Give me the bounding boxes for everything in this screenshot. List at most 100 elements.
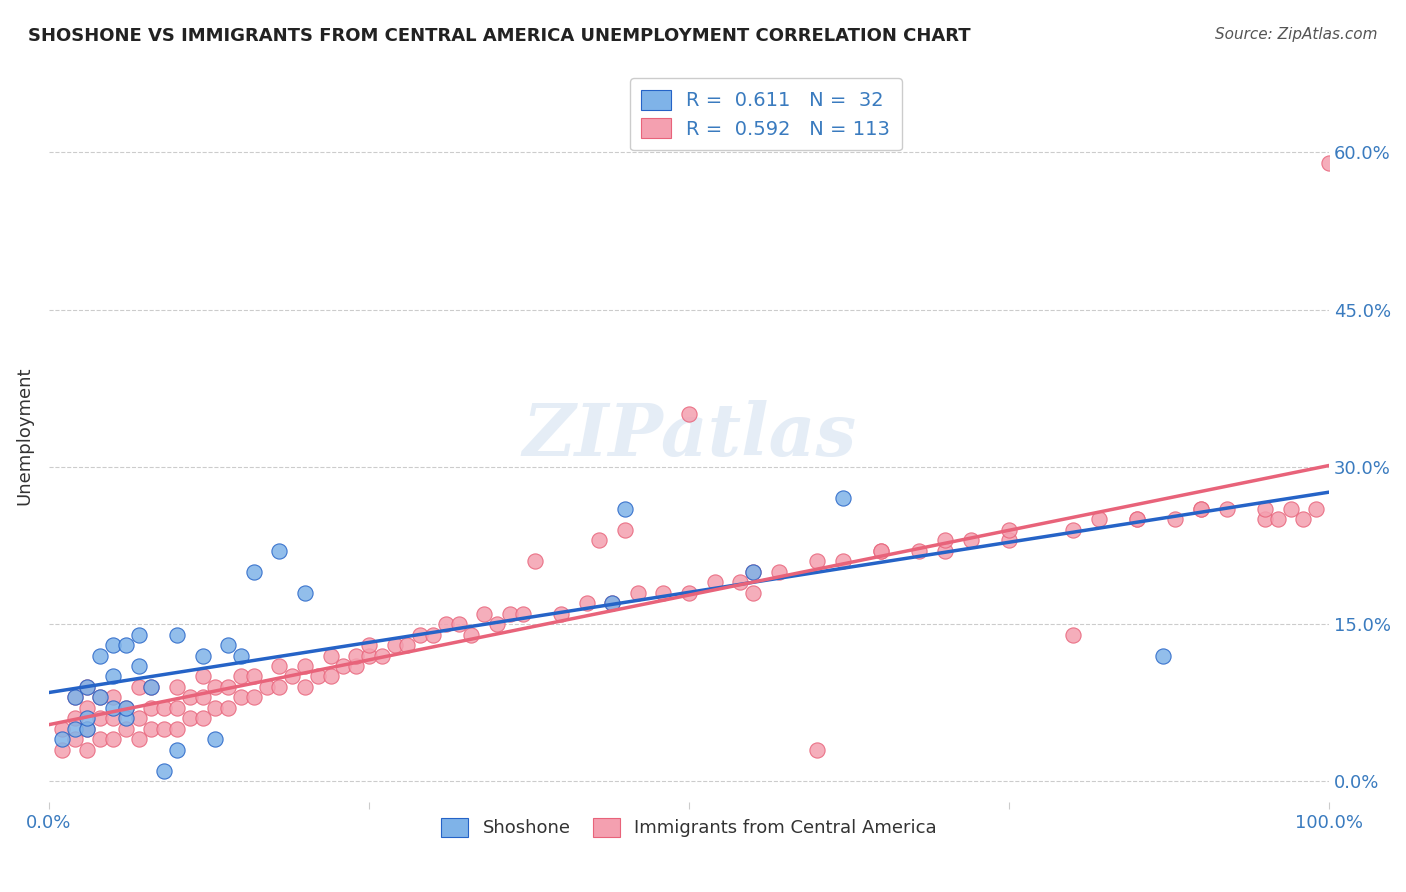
Point bbox=[114, 638, 136, 652]
Point bbox=[678, 585, 700, 599]
Point bbox=[472, 607, 495, 621]
Point bbox=[512, 607, 534, 621]
Point bbox=[217, 701, 239, 715]
Point bbox=[76, 722, 98, 736]
Point bbox=[742, 565, 765, 579]
Point bbox=[281, 669, 304, 683]
Point bbox=[627, 585, 650, 599]
Point bbox=[242, 565, 264, 579]
Point bbox=[89, 690, 111, 705]
Point bbox=[1152, 648, 1174, 663]
Point bbox=[63, 690, 86, 705]
Point bbox=[101, 732, 124, 747]
Point bbox=[742, 565, 765, 579]
Point bbox=[524, 554, 547, 568]
Point bbox=[703, 575, 725, 590]
Point bbox=[742, 585, 765, 599]
Point bbox=[600, 596, 623, 610]
Point bbox=[384, 638, 406, 652]
Point bbox=[76, 743, 98, 757]
Point bbox=[51, 722, 73, 736]
Point bbox=[332, 659, 354, 673]
Point bbox=[485, 617, 508, 632]
Point bbox=[1189, 501, 1212, 516]
Point bbox=[434, 617, 457, 632]
Point bbox=[191, 711, 214, 725]
Point bbox=[934, 533, 956, 548]
Point bbox=[307, 669, 329, 683]
Point bbox=[141, 722, 163, 736]
Point bbox=[998, 523, 1021, 537]
Point bbox=[1305, 501, 1327, 516]
Point bbox=[728, 575, 751, 590]
Point bbox=[294, 680, 316, 694]
Point bbox=[166, 701, 188, 715]
Point bbox=[319, 648, 342, 663]
Point bbox=[191, 669, 214, 683]
Point bbox=[191, 690, 214, 705]
Point bbox=[89, 690, 111, 705]
Point bbox=[998, 533, 1021, 548]
Point bbox=[76, 711, 98, 725]
Point bbox=[1126, 512, 1149, 526]
Point bbox=[806, 743, 828, 757]
Point bbox=[1279, 501, 1302, 516]
Point bbox=[141, 680, 163, 694]
Point bbox=[166, 627, 188, 641]
Point bbox=[128, 711, 150, 725]
Point bbox=[101, 690, 124, 705]
Point bbox=[344, 648, 367, 663]
Y-axis label: Unemployment: Unemployment bbox=[15, 366, 32, 505]
Point bbox=[1087, 512, 1109, 526]
Point bbox=[422, 627, 444, 641]
Text: ZIPatlas: ZIPatlas bbox=[522, 400, 856, 471]
Point bbox=[294, 659, 316, 673]
Point bbox=[128, 659, 150, 673]
Point bbox=[1126, 512, 1149, 526]
Point bbox=[191, 648, 214, 663]
Point bbox=[101, 701, 124, 715]
Point bbox=[114, 701, 136, 715]
Point bbox=[344, 659, 367, 673]
Point bbox=[460, 627, 482, 641]
Point bbox=[153, 701, 176, 715]
Point bbox=[114, 701, 136, 715]
Point bbox=[63, 711, 86, 725]
Point bbox=[76, 701, 98, 715]
Point bbox=[166, 743, 188, 757]
Point bbox=[63, 732, 86, 747]
Point bbox=[806, 554, 828, 568]
Point bbox=[153, 722, 176, 736]
Point bbox=[396, 638, 419, 652]
Text: Source: ZipAtlas.com: Source: ZipAtlas.com bbox=[1215, 27, 1378, 42]
Point bbox=[179, 690, 201, 705]
Point bbox=[1062, 523, 1084, 537]
Point bbox=[1317, 156, 1340, 170]
Point bbox=[89, 648, 111, 663]
Point bbox=[89, 711, 111, 725]
Point bbox=[357, 638, 380, 652]
Legend: Shoshone, Immigrants from Central America: Shoshone, Immigrants from Central Americ… bbox=[434, 811, 943, 845]
Point bbox=[128, 732, 150, 747]
Point bbox=[678, 408, 700, 422]
Point bbox=[269, 680, 291, 694]
Point bbox=[242, 690, 264, 705]
Point bbox=[101, 711, 124, 725]
Point bbox=[141, 680, 163, 694]
Point bbox=[51, 732, 73, 747]
Point bbox=[294, 585, 316, 599]
Point bbox=[204, 680, 226, 694]
Point bbox=[934, 543, 956, 558]
Point bbox=[229, 690, 252, 705]
Point bbox=[166, 680, 188, 694]
Point bbox=[371, 648, 394, 663]
Point bbox=[63, 690, 86, 705]
Point bbox=[614, 523, 637, 537]
Point bbox=[229, 669, 252, 683]
Text: SHOSHONE VS IMMIGRANTS FROM CENTRAL AMERICA UNEMPLOYMENT CORRELATION CHART: SHOSHONE VS IMMIGRANTS FROM CENTRAL AMER… bbox=[28, 27, 970, 45]
Point bbox=[217, 638, 239, 652]
Point bbox=[652, 585, 675, 599]
Point bbox=[89, 732, 111, 747]
Point bbox=[870, 543, 893, 558]
Point bbox=[1292, 512, 1315, 526]
